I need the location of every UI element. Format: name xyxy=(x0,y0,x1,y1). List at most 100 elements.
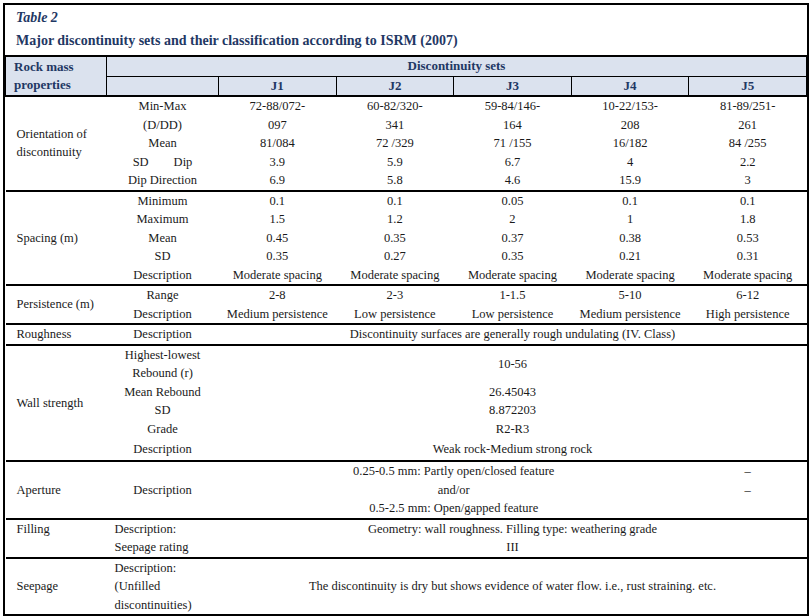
value-cell: 15.9 xyxy=(571,171,689,191)
value-cell: 2.2 xyxy=(689,153,807,172)
table-row: SD 8.872203 xyxy=(6,401,807,420)
span-value-cell: Discontinuity surfaces are generally rou… xyxy=(219,324,807,345)
value-cell: Moderate spacing xyxy=(336,266,454,286)
section-label-spacing: Spacing (m) xyxy=(6,191,107,286)
table-row: Mean Rebound 26.45043 xyxy=(6,383,807,402)
row-label: Seepage rating xyxy=(107,538,219,558)
row-label: Dip Direction xyxy=(107,171,219,191)
table-row: Persistence (m) Range 2-8 2-3 1-1.5 5-10… xyxy=(6,285,807,305)
section-label-orientation: Orientation of discontinuity xyxy=(6,96,107,191)
section-wall-strength: Wall strength Highest-lowest Rebound (r)… xyxy=(6,345,807,462)
value-cell: Medium persistence xyxy=(219,305,337,325)
value-cell: 5.8 xyxy=(336,171,454,191)
value-cell: 84 /255 xyxy=(689,134,807,153)
table-row: SD 0.35 0.27 0.35 0.21 0.31 xyxy=(6,247,807,266)
row-label: Mean xyxy=(107,134,219,153)
span-value-cell: Weak rock-Medium strong rock xyxy=(219,438,807,461)
section-spacing: Spacing (m) Minimum 0.1 0.1 0.05 0.1 0.1… xyxy=(6,191,807,286)
section-aperture: Aperture Description 0.25-0.5 mm: Partly… xyxy=(6,461,807,519)
value-cell: 72 /329 xyxy=(336,134,454,153)
value-cell: 0.1 xyxy=(336,191,454,211)
table-row: Description Weak rock-Medium strong rock xyxy=(6,438,807,461)
table-number: Table 2 xyxy=(16,10,796,26)
row-label: Range xyxy=(107,285,219,305)
value-cell: Low persistence xyxy=(336,305,454,325)
value-cell: 5.9 xyxy=(336,153,454,172)
value-cell: Medium persistence xyxy=(571,305,689,325)
span-value-cell: Geometry: wall roughness. Filling type: … xyxy=(219,519,807,539)
section-seepage: Seepage Description: (Unfilled discontin… xyxy=(6,558,807,615)
row-label: Mean Rebound xyxy=(107,383,219,402)
table-row: Mean 0.45 0.35 0.37 0.38 0.53 xyxy=(6,229,807,248)
span-value-cell: 10-56 xyxy=(219,345,807,383)
row-label: SD xyxy=(107,401,219,420)
section-label-seepage: Seepage xyxy=(6,558,107,615)
section-label-aperture: Aperture xyxy=(6,461,107,519)
section-label-wall-strength: Wall strength xyxy=(6,345,107,462)
section-orientation: Orientation of discontinuity Min-Max (D/… xyxy=(6,96,807,191)
value-cell: 16/182 xyxy=(571,134,689,153)
value-cell: 0.1 xyxy=(219,191,337,211)
value-cell: 59-84/146- 164 xyxy=(454,96,572,134)
header-row-columns: J1 J2 J3 J4 J5 xyxy=(6,76,807,96)
table-caption: Major discontinuity sets and their class… xyxy=(16,33,796,49)
span-value-cell: 26.45043 xyxy=(219,383,807,402)
span-value-cell: III xyxy=(219,538,807,558)
row-label: SD xyxy=(107,247,219,266)
row-label: Maximum xyxy=(107,210,219,229)
row-label: Highest-lowest Rebound (r) xyxy=(107,345,219,383)
value-cell: Moderate spacing xyxy=(454,266,572,286)
value-cell: High persistence xyxy=(689,305,807,325)
value-cell: 4 xyxy=(571,153,689,172)
value-cell: 81/084 xyxy=(219,134,337,153)
row-label: Description xyxy=(107,266,219,286)
table-row: Grade R2-R3 xyxy=(6,420,807,439)
value-cell: 3.9 xyxy=(219,153,337,172)
value-cell: 72-88/072- 097 xyxy=(219,96,337,134)
header-discontinuity-sets: Discontinuity sets xyxy=(107,56,807,76)
row-label: Description xyxy=(107,324,219,345)
section-persistence: Persistence (m) Range 2-8 2-3 1-1.5 5-10… xyxy=(6,285,807,324)
value-cell: 1.5 xyxy=(219,210,337,229)
table-row: Spacing (m) Minimum 0.1 0.1 0.05 0.1 0.1 xyxy=(6,191,807,211)
value-cell: 3 xyxy=(689,171,807,191)
value-cell: 2-8 xyxy=(219,285,337,305)
table-row: Orientation of discontinuity Min-Max (D/… xyxy=(6,96,807,134)
span-value-cell: 8.872203 xyxy=(219,401,807,420)
value-cell: 0.31 xyxy=(689,247,807,266)
row-label: SD Dip xyxy=(107,153,219,172)
value-cell: 10-22/153- 208 xyxy=(571,96,689,134)
table-row: Wall strength Highest-lowest Rebound (r)… xyxy=(6,345,807,383)
value-cell: 1 xyxy=(571,210,689,229)
table-row: Mean 81/084 72 /329 71 /155 16/182 84 /2… xyxy=(6,134,807,153)
header-rock-mass-properties: Rock mass properties xyxy=(6,56,107,96)
row-label: Description xyxy=(107,305,219,325)
title-block: Table 2 Major discontinuity sets and the… xyxy=(5,5,807,55)
table-row: Roughness Description Discontinuity surf… xyxy=(6,324,807,345)
value-cell: 6.7 xyxy=(454,153,572,172)
value-cell: Moderate spacing xyxy=(689,266,807,286)
span-value-cell: R2-R3 xyxy=(219,420,807,439)
value-cell: 71 /155 xyxy=(454,134,572,153)
value-cell: 81-89/251- 261 xyxy=(689,96,807,134)
row-label: Minimum xyxy=(107,191,219,211)
value-cell: 60-82/320- 341 xyxy=(336,96,454,134)
table-frame: Table 2 Major discontinuity sets and the… xyxy=(3,3,809,616)
header-col-j1: J1 xyxy=(219,76,337,96)
value-cell-j5: – xyxy=(689,461,807,481)
row-label: Min-Max (D/DD) xyxy=(107,96,219,134)
value-cell: 1.8 xyxy=(689,210,807,229)
value-cell-j5 xyxy=(689,499,807,519)
value-cell: 0.05 xyxy=(454,191,572,211)
table-row: Aperture Description 0.25-0.5 mm: Partly… xyxy=(6,461,807,481)
table-row: SD Dip 3.9 5.9 6.7 4 2.2 xyxy=(6,153,807,172)
value-cell: 0.35 xyxy=(454,247,572,266)
header-row-group: Rock mass properties Discontinuity sets xyxy=(6,56,807,76)
value-cell: 0.45 xyxy=(219,229,337,248)
section-filling: Filling Description: Geometry: wall roug… xyxy=(6,519,807,558)
span-value-cell: 0.5-2.5 mm: Open/gapped feature xyxy=(219,499,689,519)
discontinuity-table: Rock mass properties Discontinuity sets … xyxy=(5,55,807,614)
page: Table 2 Major discontinuity sets and the… xyxy=(0,0,812,616)
value-cell: 0.37 xyxy=(454,229,572,248)
value-cell: 1.2 xyxy=(336,210,454,229)
